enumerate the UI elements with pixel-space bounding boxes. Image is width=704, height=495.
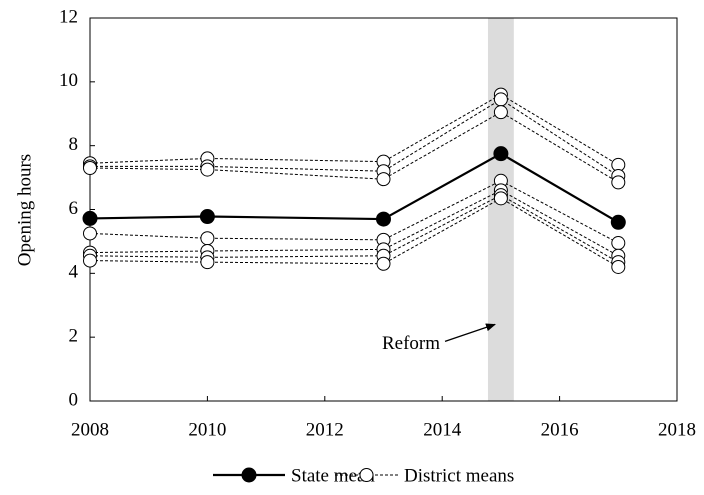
legend-label: State mean bbox=[291, 465, 375, 486]
district-line bbox=[89, 111, 619, 183]
district-marker bbox=[200, 231, 215, 246]
y-tick-label: 4 bbox=[69, 262, 79, 283]
y-tick-label: 6 bbox=[69, 198, 79, 219]
annotation-arrow bbox=[444, 323, 496, 343]
y-tick-label: 10 bbox=[59, 70, 78, 91]
district-line bbox=[89, 197, 619, 268]
legend-label: District means bbox=[404, 465, 514, 486]
state-line bbox=[89, 152, 619, 224]
district-line bbox=[89, 194, 619, 263]
state-marker bbox=[493, 146, 509, 162]
x-tick-label: 2008 bbox=[71, 419, 109, 440]
district-marker bbox=[83, 161, 97, 176]
y-tick-label: 12 bbox=[59, 6, 78, 27]
district-marker bbox=[611, 175, 626, 190]
annotation-text: Reform bbox=[382, 333, 440, 354]
district-line bbox=[89, 180, 619, 244]
district-marker bbox=[83, 226, 97, 241]
district-marker bbox=[376, 172, 391, 187]
y-tick-label: 0 bbox=[69, 389, 79, 410]
y-tick-label: 8 bbox=[69, 134, 79, 155]
district-line bbox=[89, 94, 619, 166]
shaded-region bbox=[487, 18, 514, 401]
x-tick-label: 2010 bbox=[188, 419, 226, 440]
y-tick-label: 2 bbox=[69, 326, 79, 347]
district-marker bbox=[493, 191, 508, 206]
district-marker bbox=[83, 253, 97, 268]
state-marker bbox=[199, 209, 215, 225]
district-marker bbox=[611, 236, 626, 251]
district-marker bbox=[493, 92, 508, 107]
state-marker bbox=[376, 211, 391, 227]
x-tick-label: 2016 bbox=[541, 419, 579, 440]
x-tick-label: 2018 bbox=[658, 419, 696, 440]
y-axis-label: Opening hours bbox=[14, 154, 35, 266]
state-marker bbox=[82, 210, 98, 226]
district-marker bbox=[200, 162, 215, 177]
district-marker bbox=[200, 255, 215, 270]
district-marker bbox=[493, 105, 508, 120]
x-tick-label: 2014 bbox=[423, 419, 462, 440]
district-line bbox=[90, 98, 619, 177]
district-marker bbox=[376, 256, 391, 271]
x-tick-label: 2012 bbox=[306, 419, 344, 440]
state-marker bbox=[610, 214, 626, 230]
legend-marker bbox=[359, 468, 374, 482]
district-marker bbox=[611, 259, 626, 274]
district-line bbox=[89, 189, 619, 257]
legend-marker bbox=[241, 467, 257, 483]
